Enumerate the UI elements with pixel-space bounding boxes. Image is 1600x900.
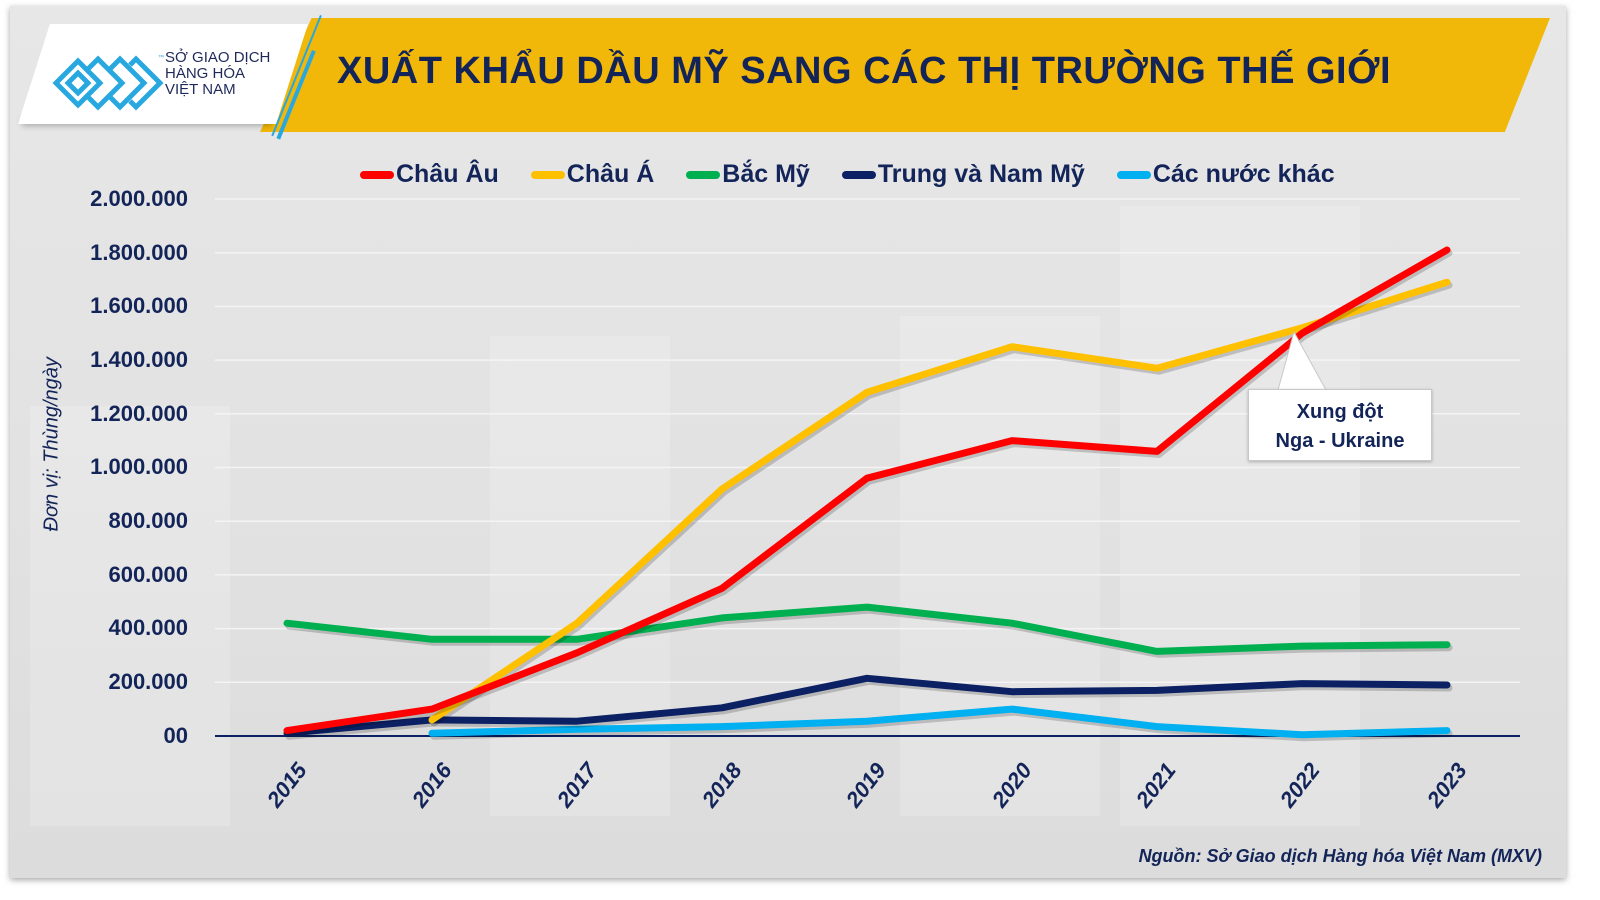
chart-legend: Châu Âu Châu Á Bắc Mỹ Trung và Nam Mỹ Cá… [360, 160, 1367, 189]
y-tick: 1.400.000 [90, 347, 188, 372]
y-tick: 800.000 [108, 508, 188, 533]
legend-swatch-navy [841, 170, 876, 179]
legend-item-bac-my[interactable]: Bắc Mỹ [686, 160, 810, 189]
series-lines [283, 246, 1453, 742]
chart-title: XUẤT KHẨU DẦU MỸ SANG CÁC THỊ TRƯỜNG THẾ… [337, 50, 1392, 92]
y-tick: 1.000.000 [90, 454, 188, 479]
gridlines [215, 198, 1520, 684]
legend-item-trung-nam-my[interactable]: Trung và Nam Mỹ [841, 160, 1085, 189]
legend-swatch-red [360, 170, 394, 179]
legend-item-chau-a[interactable]: Châu Á [530, 160, 655, 189]
legend-label: Châu Âu [396, 160, 499, 188]
callout-pointer [1277, 330, 1327, 392]
y-tick: 400.000 [108, 615, 188, 640]
mxv-logo-icon [52, 55, 164, 111]
legend-item-cac-nuoc-khac[interactable]: Các nước khác [1116, 160, 1335, 189]
series-line [283, 674, 1451, 737]
title-band [260, 18, 1550, 132]
trademark-symbol: ™ [158, 55, 164, 61]
background-decoration [900, 316, 1100, 816]
source-note: Nguồn: Sở Giao dịch Hàng hóa Việt Nam (M… [1138, 846, 1542, 866]
background-decoration [30, 406, 230, 826]
y-tick: 200.000 [108, 669, 188, 694]
legend-swatch-yellow [530, 170, 565, 179]
annotation-line-1: Xung đột [1296, 401, 1384, 423]
annotation-line-2: Nga - Ukraine [1275, 430, 1405, 452]
y-tick: 1.200.000 [90, 401, 188, 426]
legend-label: Các nước khác [1152, 160, 1335, 188]
legend-swatch-green [686, 170, 721, 179]
logo-line-2: HÀNG HÓA [165, 65, 246, 82]
y-tick: 1.800.000 [90, 240, 188, 265]
legend-label: Trung và Nam Mỹ [877, 160, 1085, 188]
series-line [428, 705, 1451, 739]
series-line [283, 246, 1451, 735]
series-shadow [285, 249, 1453, 738]
logo-line-1: SỞ GIAO DỊCH [165, 49, 271, 66]
logo-text: SỞ GIAO DỊCH HÀNG HÓA VIỆT NAM [165, 50, 270, 98]
y-tick: 1.600.000 [90, 293, 188, 318]
series-line [283, 603, 1451, 655]
series-line [428, 278, 1451, 724]
series-shadow [285, 677, 1453, 740]
annotation-callout: Xung đột Nga - Ukraine [1248, 389, 1432, 461]
legend-label: Châu Á [566, 160, 655, 188]
logo-line-3: VIỆT NAM [165, 81, 236, 98]
y-tick: 2.000.000 [90, 186, 188, 211]
y-tick: 00 [163, 723, 188, 748]
legend-label: Bắc Mỹ [722, 160, 810, 188]
legend-item-chau-au[interactable]: Châu Âu [360, 160, 499, 189]
background-decoration [1120, 206, 1360, 826]
legend-swatch-lightblue [1116, 170, 1151, 179]
y-tick: 600.000 [108, 562, 188, 587]
